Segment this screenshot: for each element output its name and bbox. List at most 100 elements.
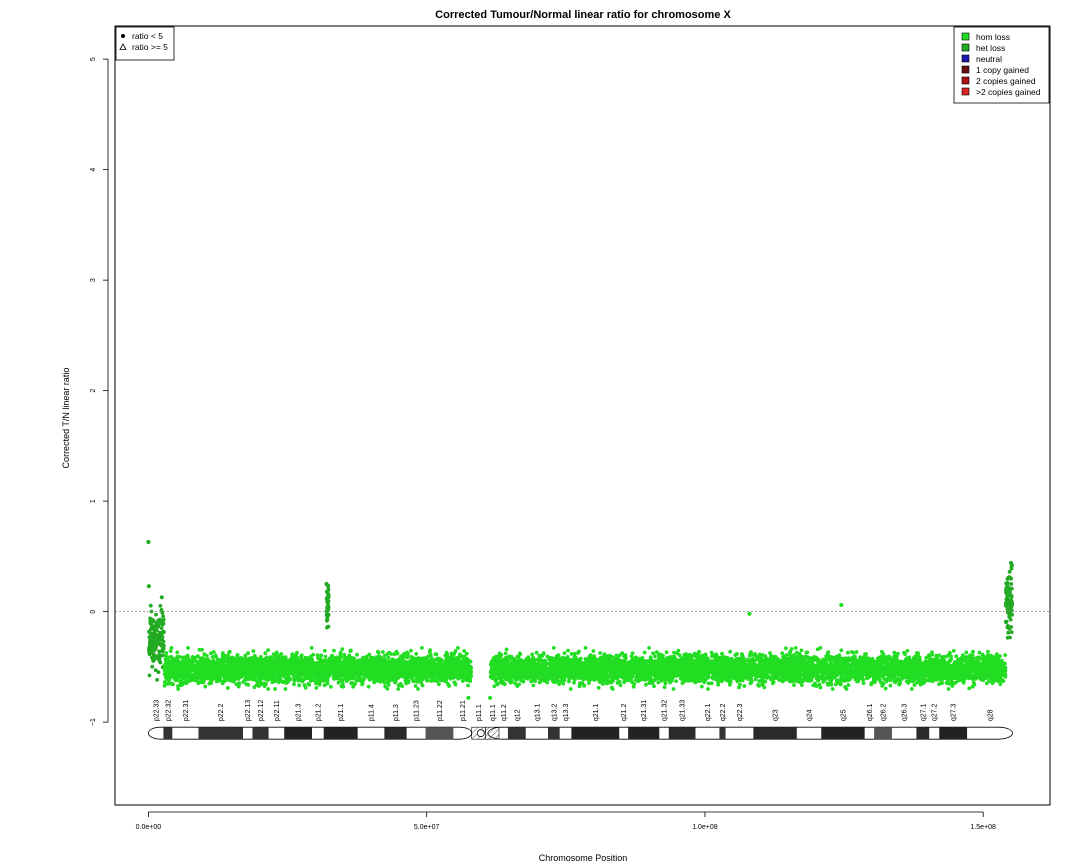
data-point — [433, 661, 437, 666]
data-point — [306, 659, 310, 664]
data-point — [331, 670, 336, 674]
ideogram-band-label: p22.12 — [258, 700, 265, 722]
data-point — [341, 660, 345, 664]
data-point — [162, 683, 167, 688]
data-point — [234, 682, 239, 686]
data-point — [204, 674, 209, 678]
data-point — [277, 662, 282, 666]
data-point — [266, 687, 271, 691]
data-point — [413, 684, 418, 688]
data-point — [846, 683, 851, 687]
data-point — [162, 666, 167, 671]
data-point — [768, 651, 772, 655]
data-point — [161, 617, 166, 622]
data-point — [1010, 613, 1014, 617]
data-point — [221, 674, 226, 678]
data-point — [235, 653, 240, 657]
data-point — [453, 672, 458, 676]
data-point — [264, 663, 269, 667]
data-point — [464, 667, 469, 672]
data-point — [283, 657, 288, 662]
data-point — [306, 682, 311, 686]
ideogram-band — [485, 726, 500, 740]
data-point — [1005, 577, 1010, 581]
data-point — [227, 650, 232, 654]
data-point — [314, 686, 319, 690]
ideogram-band — [628, 727, 660, 740]
data-point — [237, 656, 242, 661]
data-point — [241, 680, 246, 684]
data-point — [338, 670, 342, 674]
data-point — [378, 658, 383, 662]
ideogram-band-label: q11.1 — [490, 704, 497, 721]
data-point — [445, 657, 450, 662]
data-point — [203, 684, 208, 689]
data-point — [371, 671, 376, 676]
ideogram-band-label: q23 — [773, 709, 780, 721]
data-point — [196, 681, 201, 686]
data-point — [339, 684, 344, 689]
data-point — [287, 659, 292, 664]
data-point — [246, 672, 251, 677]
ideogram-band-label: q21.2 — [621, 704, 628, 722]
data-point — [333, 664, 337, 669]
data-point — [451, 668, 456, 673]
data-point — [228, 678, 233, 683]
data-point — [322, 683, 327, 688]
outlier-point — [146, 584, 151, 589]
data-point — [161, 647, 166, 652]
data-point — [382, 654, 387, 658]
data-point — [326, 607, 331, 611]
ideogram-band-label: p11.23 — [414, 700, 421, 721]
data-point — [1009, 593, 1014, 598]
ideogram-band-label: p21.3 — [296, 704, 303, 722]
data-point — [445, 665, 449, 670]
data-point — [263, 651, 268, 656]
data-point — [216, 659, 221, 663]
data-point — [153, 668, 158, 673]
data-point — [436, 662, 441, 667]
data-point — [170, 682, 174, 686]
data-point — [330, 653, 334, 658]
ideogram-band-label: p22.33 — [153, 700, 160, 722]
data-point — [311, 652, 316, 657]
data-point — [154, 612, 158, 617]
data-point — [247, 667, 252, 672]
outlier-point — [1008, 560, 1014, 566]
data-point — [156, 670, 161, 674]
ideogram-band-label: q13.2 — [551, 704, 558, 722]
data-point — [437, 682, 441, 687]
data-point — [396, 683, 401, 688]
ideogram-band — [719, 727, 726, 740]
data-point — [185, 679, 190, 684]
data-point — [213, 653, 218, 658]
data-point — [323, 648, 327, 653]
ideogram-band-label: q25 — [840, 709, 847, 721]
data-point — [156, 618, 161, 623]
data-point — [308, 679, 313, 683]
data-point — [444, 650, 449, 655]
data-point — [1007, 569, 1012, 574]
ideogram-band-label: p11.3 — [393, 704, 400, 721]
data-point — [375, 664, 380, 669]
data-point — [376, 651, 381, 655]
ideogram-band-label: p11.1 — [476, 704, 483, 721]
data-point — [362, 677, 366, 681]
data-point — [168, 675, 172, 679]
data-point — [147, 641, 152, 645]
data-point — [237, 662, 242, 667]
data-point — [442, 673, 447, 678]
data-point — [297, 683, 302, 688]
data-point — [209, 651, 213, 656]
data-point — [1004, 601, 1008, 605]
data-point — [345, 673, 350, 678]
ideogram-band-label: p11.22 — [437, 700, 444, 721]
data-point — [166, 655, 171, 660]
data-point — [366, 684, 371, 689]
data-point — [201, 656, 206, 660]
data-point — [530, 652, 535, 657]
data-point — [220, 651, 225, 656]
data-point — [414, 657, 419, 661]
data-point — [259, 664, 264, 669]
